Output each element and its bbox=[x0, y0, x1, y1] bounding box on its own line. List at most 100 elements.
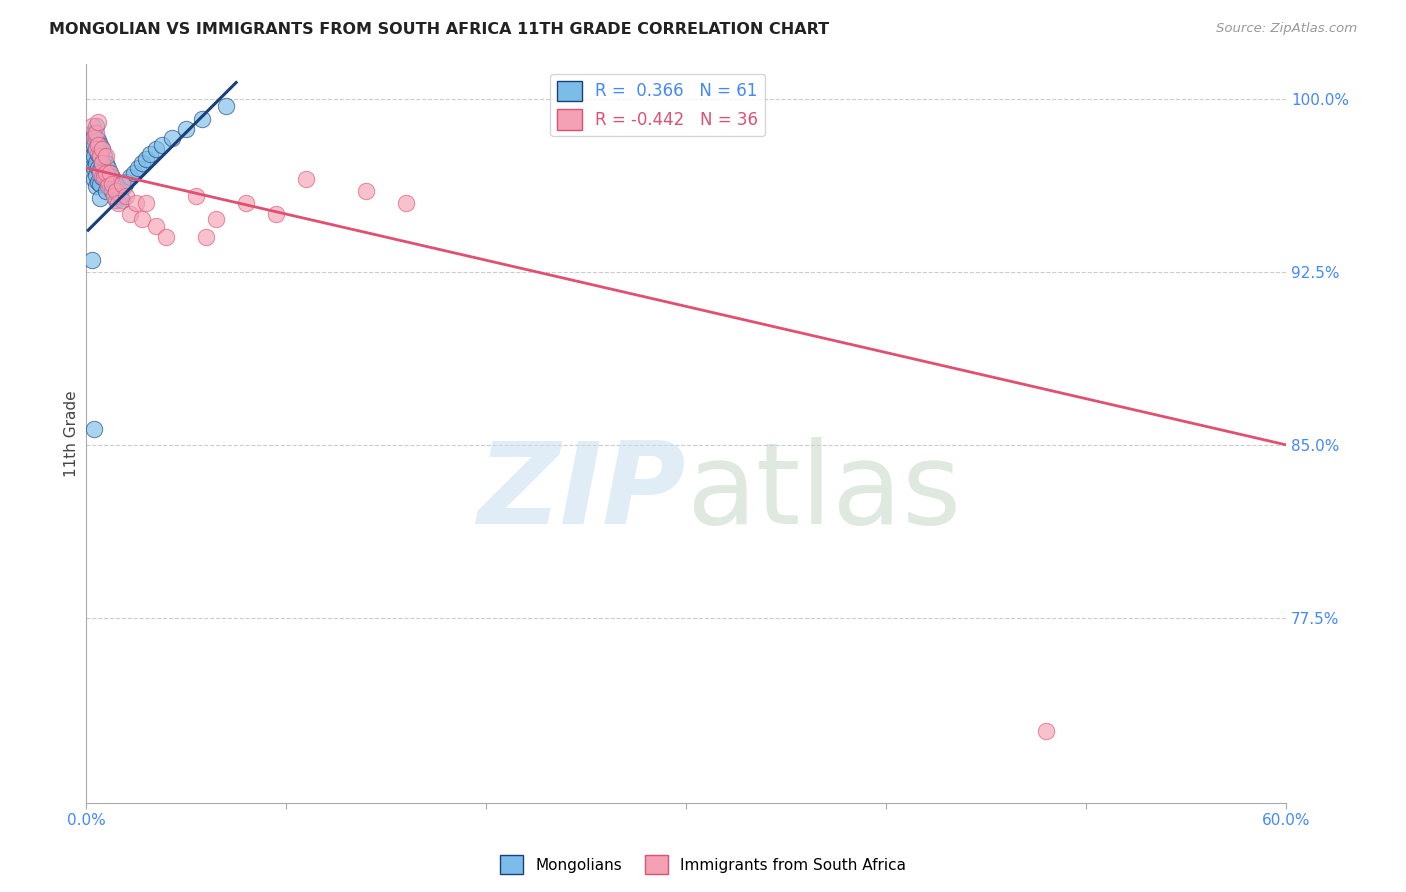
Point bbox=[111, 177, 134, 191]
Point bbox=[195, 230, 218, 244]
Point bbox=[101, 184, 124, 198]
Point bbox=[105, 184, 128, 198]
Point bbox=[91, 143, 114, 157]
Point bbox=[87, 161, 110, 175]
Point bbox=[89, 165, 111, 179]
Point bbox=[83, 137, 105, 152]
Point bbox=[105, 193, 128, 207]
Point bbox=[91, 143, 114, 157]
Point bbox=[89, 149, 111, 163]
Point bbox=[84, 168, 107, 182]
Point bbox=[84, 126, 107, 140]
Point bbox=[84, 143, 107, 157]
Point bbox=[82, 149, 104, 163]
Point bbox=[103, 188, 125, 202]
Point bbox=[87, 137, 110, 152]
Point bbox=[91, 156, 114, 170]
Point bbox=[83, 126, 105, 140]
Legend: Mongolians, Immigrants from South Africa: Mongolians, Immigrants from South Africa bbox=[494, 849, 912, 880]
Point bbox=[131, 211, 153, 226]
Legend: R =  0.366   N = 61, R = -0.442   N = 36: R = 0.366 N = 61, R = -0.442 N = 36 bbox=[550, 74, 765, 136]
Point bbox=[160, 131, 183, 145]
Point bbox=[84, 120, 107, 134]
Point bbox=[120, 170, 142, 185]
Point bbox=[94, 149, 117, 163]
Point bbox=[264, 207, 287, 221]
Point bbox=[101, 170, 124, 185]
Point bbox=[79, 156, 101, 170]
Point bbox=[107, 195, 129, 210]
Point bbox=[82, 253, 104, 268]
Point bbox=[131, 156, 153, 170]
Point bbox=[93, 165, 115, 179]
Point bbox=[84, 131, 107, 145]
Point bbox=[83, 161, 105, 175]
Point bbox=[191, 112, 214, 127]
Point bbox=[215, 98, 238, 112]
Point bbox=[94, 184, 117, 198]
Point bbox=[94, 156, 117, 170]
Point bbox=[295, 172, 318, 186]
Point bbox=[89, 149, 111, 163]
Point bbox=[115, 188, 138, 202]
Point bbox=[97, 175, 120, 189]
Point bbox=[79, 143, 101, 157]
Point bbox=[127, 161, 149, 175]
Point bbox=[97, 161, 120, 175]
Point bbox=[235, 195, 257, 210]
Point bbox=[108, 188, 131, 202]
Point bbox=[174, 121, 197, 136]
Text: atlas: atlas bbox=[686, 437, 962, 548]
Point bbox=[87, 114, 110, 128]
Text: MONGOLIAN VS IMMIGRANTS FROM SOUTH AFRICA 11TH GRADE CORRELATION CHART: MONGOLIAN VS IMMIGRANTS FROM SOUTH AFRIC… bbox=[49, 22, 830, 37]
Point bbox=[89, 163, 111, 178]
Point bbox=[98, 165, 121, 179]
Point bbox=[82, 126, 104, 140]
Point bbox=[125, 195, 148, 210]
Point bbox=[135, 152, 157, 166]
Point bbox=[105, 179, 128, 194]
Point bbox=[82, 120, 104, 134]
Point bbox=[84, 156, 107, 170]
Point bbox=[89, 191, 111, 205]
Point bbox=[89, 177, 111, 191]
Point bbox=[120, 207, 142, 221]
Point bbox=[98, 165, 121, 179]
Point bbox=[84, 179, 107, 194]
Point bbox=[87, 175, 110, 189]
Point bbox=[94, 165, 117, 179]
Point bbox=[354, 184, 377, 198]
Point bbox=[101, 177, 124, 191]
Point bbox=[145, 219, 167, 233]
Point bbox=[82, 137, 104, 152]
Point bbox=[139, 147, 162, 161]
Point bbox=[150, 137, 173, 152]
Point bbox=[122, 165, 145, 179]
Point bbox=[107, 184, 129, 198]
Point bbox=[83, 131, 105, 145]
Text: Source: ZipAtlas.com: Source: ZipAtlas.com bbox=[1216, 22, 1357, 36]
Text: ZIP: ZIP bbox=[478, 437, 686, 548]
Point bbox=[84, 143, 107, 157]
Point bbox=[94, 170, 117, 185]
Point bbox=[111, 193, 134, 207]
Point bbox=[184, 188, 207, 202]
Point bbox=[93, 149, 115, 163]
Point bbox=[91, 156, 114, 170]
Point bbox=[87, 147, 110, 161]
Point bbox=[97, 179, 120, 194]
Point bbox=[103, 175, 125, 189]
Point bbox=[87, 133, 110, 147]
Point bbox=[1035, 723, 1057, 738]
Point bbox=[112, 179, 135, 194]
Point bbox=[83, 422, 105, 436]
Point bbox=[145, 143, 167, 157]
Point bbox=[91, 170, 114, 185]
Point bbox=[155, 230, 177, 244]
Point bbox=[89, 137, 111, 152]
Point bbox=[205, 211, 228, 226]
Point bbox=[93, 170, 115, 185]
Point bbox=[98, 179, 121, 194]
Point bbox=[115, 175, 138, 189]
Point bbox=[83, 172, 105, 186]
